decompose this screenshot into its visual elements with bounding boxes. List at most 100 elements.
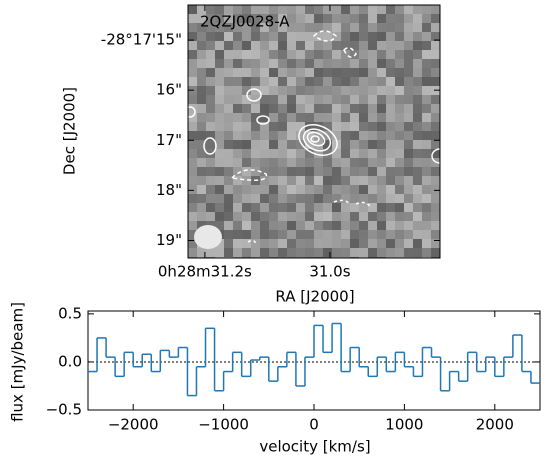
pixel xyxy=(260,149,270,159)
pixel xyxy=(233,122,243,132)
pixel xyxy=(260,95,270,105)
pixel xyxy=(188,185,198,195)
pixel xyxy=(350,104,360,114)
pixel xyxy=(404,104,414,114)
pixel xyxy=(413,104,423,114)
pixel xyxy=(296,203,306,213)
pixel xyxy=(359,68,369,78)
pixel xyxy=(413,86,423,96)
pixel xyxy=(269,158,279,168)
pixel xyxy=(404,113,414,123)
pixel xyxy=(323,68,333,78)
image-frame xyxy=(187,4,441,259)
pixel xyxy=(269,167,279,177)
pixel xyxy=(188,158,198,168)
pixel xyxy=(332,113,342,123)
contours xyxy=(188,30,440,245)
pixel xyxy=(224,77,234,87)
pixel xyxy=(386,50,396,60)
pixel xyxy=(278,23,288,33)
pixel xyxy=(269,59,279,69)
pixel xyxy=(296,230,306,240)
pixel xyxy=(260,203,270,213)
pixel xyxy=(404,59,414,69)
pixel xyxy=(233,113,243,123)
pixel xyxy=(251,203,261,213)
pixel xyxy=(431,212,440,222)
pixel xyxy=(377,149,387,159)
pixel xyxy=(251,221,261,231)
pixel xyxy=(359,95,369,105)
pixel xyxy=(323,104,333,114)
pixel xyxy=(305,86,315,96)
pixel xyxy=(260,239,270,249)
pixel xyxy=(242,140,252,150)
y-tick-label: 0.0 xyxy=(58,352,82,370)
pixel xyxy=(368,50,378,60)
pixel xyxy=(359,131,369,141)
pixel xyxy=(386,140,396,150)
x-tick-label: −2000 xyxy=(108,416,159,434)
pixel xyxy=(359,212,369,222)
pixel xyxy=(233,23,243,33)
pixel xyxy=(305,149,315,159)
pixel xyxy=(206,113,216,123)
pixel xyxy=(296,221,306,231)
pixel xyxy=(386,131,396,141)
pixel xyxy=(251,230,261,240)
pixel xyxy=(395,212,405,222)
pixel xyxy=(422,50,432,60)
pixel xyxy=(422,23,432,33)
pixel xyxy=(296,149,306,159)
pixel xyxy=(269,230,279,240)
pixel xyxy=(314,23,324,33)
pixel xyxy=(395,203,405,213)
pixel xyxy=(332,41,342,51)
pixel xyxy=(314,50,324,60)
pixel xyxy=(323,194,333,204)
pixel xyxy=(377,113,387,123)
pixel xyxy=(368,131,378,141)
pixel xyxy=(197,59,207,69)
pixel xyxy=(206,158,216,168)
pixel xyxy=(341,113,351,123)
pixel xyxy=(305,23,315,33)
pixel xyxy=(422,239,432,249)
pixel xyxy=(224,5,234,15)
pixel xyxy=(359,122,369,132)
pixel xyxy=(404,149,414,159)
pixel xyxy=(368,176,378,186)
pixel xyxy=(368,59,378,69)
pixel xyxy=(422,203,432,213)
pixel xyxy=(323,113,333,123)
pixel xyxy=(251,239,261,249)
pixel xyxy=(260,212,270,222)
pixel xyxy=(395,86,405,96)
pixel xyxy=(404,68,414,78)
pixel xyxy=(251,248,261,258)
pixel xyxy=(314,95,324,105)
pixel xyxy=(359,230,369,240)
pixel xyxy=(215,59,225,69)
pixel xyxy=(314,86,324,96)
pixel xyxy=(422,248,432,258)
pixel xyxy=(386,239,396,249)
pixel xyxy=(341,140,351,150)
pixel xyxy=(341,86,351,96)
pixel xyxy=(413,122,423,132)
pixel xyxy=(233,230,243,240)
pixel xyxy=(278,68,288,78)
pixel xyxy=(377,122,387,132)
pixel xyxy=(278,248,288,258)
pixel xyxy=(269,95,279,105)
pixel xyxy=(422,140,432,150)
pixel xyxy=(188,113,198,123)
pixel xyxy=(368,158,378,168)
pixel xyxy=(395,77,405,87)
pixel xyxy=(269,248,279,258)
pixel xyxy=(296,32,306,42)
pixel xyxy=(404,50,414,60)
pixel xyxy=(206,32,216,42)
pixel xyxy=(242,86,252,96)
pixel xyxy=(188,5,198,15)
